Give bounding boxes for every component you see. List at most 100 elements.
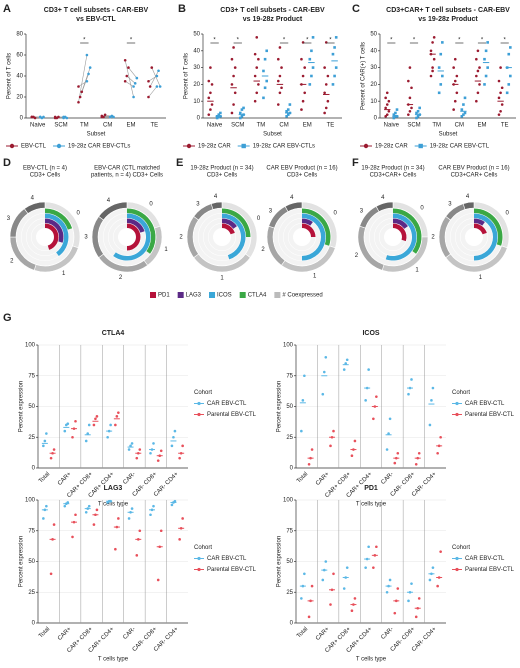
marker-arc <box>302 208 331 246</box>
pair-line <box>148 86 158 98</box>
legend-title: Cohort <box>452 390 470 396</box>
data-point <box>500 86 504 90</box>
data-point <box>94 417 97 421</box>
legend-label: CAR EBV-CTL <box>207 556 247 562</box>
data-point <box>253 74 257 78</box>
panel-letter: B <box>178 3 186 15</box>
data-point <box>172 435 175 439</box>
data-point <box>334 36 338 39</box>
data-point <box>407 113 410 116</box>
data-point <box>375 545 378 549</box>
data-point <box>285 109 288 113</box>
chart-title: LAG3 <box>104 485 123 492</box>
data-point <box>393 461 397 465</box>
significance-mark: * <box>458 38 461 44</box>
y-tick-label: 20 <box>193 82 200 88</box>
data-point <box>280 86 283 90</box>
data-point <box>393 611 397 615</box>
panel-letter: C <box>352 3 360 15</box>
data-point <box>117 517 120 520</box>
y-tick-label: 0 <box>290 466 294 472</box>
y-tick-label: 30 <box>193 65 200 71</box>
pie-title: 19-28z Product (n = 34) <box>190 166 253 172</box>
data-point <box>499 66 502 69</box>
x-tick-label: CM <box>455 123 464 129</box>
data-point <box>114 423 117 427</box>
legend-marker <box>455 401 459 406</box>
pair-line <box>79 73 89 98</box>
slice-label: 0 <box>333 210 337 216</box>
data-point <box>278 91 282 95</box>
data-point <box>53 116 57 120</box>
data-point <box>439 550 442 553</box>
data-point <box>129 444 132 448</box>
data-point <box>323 91 326 95</box>
data-point <box>388 578 392 582</box>
x-tick-label: CAR+ <box>57 471 73 487</box>
data-point <box>322 370 326 374</box>
data-point <box>307 615 311 619</box>
legend-swatch <box>274 292 281 298</box>
data-point <box>395 108 399 111</box>
data-point <box>441 41 444 44</box>
pie-title: CAR EBV Product (n = 16) <box>266 166 337 172</box>
data-point <box>265 79 269 83</box>
data-point <box>432 36 436 39</box>
y-tick-label: 50 <box>370 32 377 38</box>
y-tick-label: 50 <box>28 559 35 565</box>
data-point <box>439 52 443 56</box>
data-point <box>384 106 387 110</box>
marker-arc <box>393 223 407 242</box>
data-point <box>497 113 501 116</box>
data-point <box>242 106 245 110</box>
data-point <box>148 85 152 88</box>
marker-arc <box>302 213 326 261</box>
marker-arc <box>393 218 408 229</box>
data-point <box>431 386 435 390</box>
data-point <box>432 57 436 61</box>
slice-label: 2 <box>119 275 123 281</box>
x-tick-label: EM <box>303 123 312 129</box>
legend-label: PD1 <box>158 293 170 299</box>
marker-arc <box>45 218 64 243</box>
pair-line <box>149 70 159 87</box>
legend-marker <box>197 401 201 406</box>
x-tick-label: Naive <box>30 123 46 129</box>
slice-label: 3 <box>269 208 273 214</box>
data-point <box>310 584 314 588</box>
data-point <box>417 597 421 600</box>
data-point <box>384 115 387 118</box>
legend-title: Cohort <box>194 390 212 396</box>
marker-arc <box>222 213 246 260</box>
slice-label: 0 <box>420 206 424 212</box>
data-point <box>95 508 99 512</box>
y-tick-label: 100 <box>25 343 36 349</box>
data-point <box>410 106 413 110</box>
data-point <box>439 83 443 86</box>
significance-mark: * <box>283 38 286 44</box>
data-point <box>173 499 177 503</box>
chart-title: PD1 <box>364 485 378 492</box>
data-point <box>507 83 511 86</box>
data-point <box>86 432 90 435</box>
x-tick-label: SCM <box>231 123 244 129</box>
slice-label: 1 <box>313 274 317 280</box>
x-tick-label: Total <box>38 626 51 639</box>
x-tick-label: TE <box>501 123 509 129</box>
data-point <box>345 566 349 569</box>
data-point <box>241 143 246 149</box>
data-point <box>345 358 349 362</box>
data-point <box>353 439 357 443</box>
data-point <box>324 83 328 86</box>
data-point <box>324 560 328 563</box>
data-point <box>407 79 410 83</box>
slice-label: 0 <box>76 210 80 216</box>
data-point <box>127 66 130 69</box>
x-tick-label: SCM <box>407 123 420 129</box>
data-point <box>408 109 412 113</box>
legend-label: # Coexpressed <box>282 293 322 299</box>
y-tick-label: 25 <box>28 590 35 596</box>
data-point <box>333 74 336 78</box>
y-tick-label: 20 <box>370 82 377 88</box>
